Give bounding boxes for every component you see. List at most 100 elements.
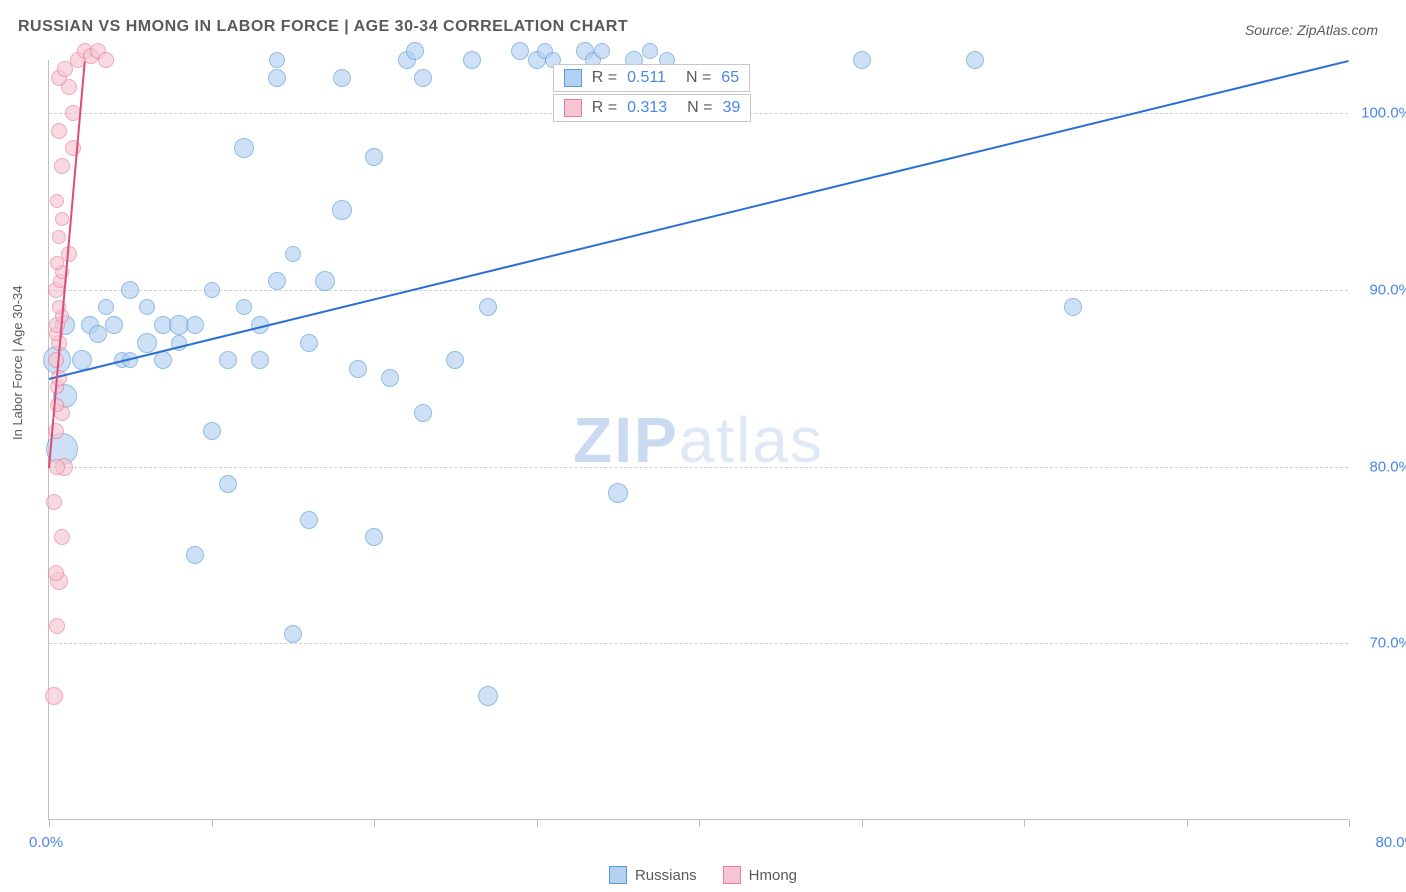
- data-point: [50, 194, 64, 208]
- data-point: [54, 158, 70, 174]
- data-point: [234, 138, 254, 158]
- data-point: [966, 51, 984, 69]
- data-point: [54, 529, 70, 545]
- gridline-h: [49, 643, 1348, 644]
- data-point: [511, 42, 529, 60]
- data-point: [219, 351, 237, 369]
- xtick: [862, 819, 863, 827]
- watermark-zip: ZIP: [573, 404, 679, 476]
- data-point: [52, 230, 66, 244]
- data-point: [285, 246, 301, 262]
- data-point: [608, 483, 628, 503]
- xtick: [212, 819, 213, 827]
- data-point: [49, 459, 65, 475]
- statbox-swatch: [564, 99, 582, 117]
- data-point: [300, 334, 318, 352]
- legend-item-hmong: Hmong: [723, 866, 797, 884]
- xtick-label-left: 0.0%: [29, 834, 63, 851]
- data-point: [642, 43, 658, 59]
- stat-r-label: R =: [592, 99, 617, 117]
- legend: Russians Hmong: [609, 866, 797, 884]
- data-point: [853, 51, 871, 69]
- data-point: [186, 316, 204, 334]
- legend-swatch-russians: [609, 866, 627, 884]
- data-point: [478, 686, 498, 706]
- stat-n-value: 65: [721, 69, 739, 87]
- data-point: [65, 140, 81, 156]
- stat-n-label: N =: [687, 99, 712, 117]
- statbox-swatch: [564, 69, 582, 87]
- data-point: [594, 43, 610, 59]
- chart-source: Source: ZipAtlas.com: [1245, 22, 1378, 38]
- y-axis-label: In Labor Force | Age 30-34: [10, 286, 25, 440]
- data-point: [45, 687, 63, 705]
- data-point: [51, 123, 67, 139]
- xtick-label-right: 80.0%: [1375, 834, 1406, 851]
- chart-container: RUSSIAN VS HMONG IN LABOR FORCE | AGE 30…: [0, 0, 1406, 892]
- data-point: [268, 272, 286, 290]
- data-point: [121, 281, 139, 299]
- stat-r-value: 0.511: [627, 69, 666, 87]
- xtick: [1024, 819, 1025, 827]
- gridline-h: [49, 467, 1348, 468]
- xtick: [49, 819, 50, 827]
- data-point: [1064, 298, 1082, 316]
- data-point: [105, 316, 123, 334]
- chart-title: RUSSIAN VS HMONG IN LABOR FORCE | AGE 30…: [18, 18, 628, 36]
- ytick-label: 80.0%: [1369, 458, 1406, 475]
- data-point: [55, 212, 69, 226]
- data-point: [365, 148, 383, 166]
- statbox: R = 0.511 N = 65: [553, 64, 750, 92]
- gridline-h: [49, 290, 1348, 291]
- xtick: [1187, 819, 1188, 827]
- data-point: [219, 475, 237, 493]
- data-point: [365, 528, 383, 546]
- data-point: [268, 69, 286, 87]
- data-point: [49, 618, 65, 634]
- data-point: [332, 200, 352, 220]
- data-point: [333, 69, 351, 87]
- data-point: [381, 369, 399, 387]
- stat-n-value: 39: [722, 99, 740, 117]
- legend-label-russians: Russians: [635, 867, 697, 884]
- ytick-label: 100.0%: [1361, 105, 1406, 122]
- data-point: [46, 494, 62, 510]
- stat-r-value: 0.313: [627, 99, 667, 117]
- data-point: [414, 69, 432, 87]
- data-point: [479, 298, 497, 316]
- statbox: R = 0.313 N = 39: [553, 94, 752, 122]
- data-point: [204, 282, 220, 298]
- data-point: [203, 422, 221, 440]
- stat-n-label: N =: [686, 69, 711, 87]
- ytick-label: 70.0%: [1369, 635, 1406, 652]
- data-point: [414, 404, 432, 422]
- data-point: [137, 333, 157, 353]
- data-point: [139, 299, 155, 315]
- plot-area: ZIPatlas 70.0%80.0%90.0%100.0%0.0%80.0%R…: [48, 60, 1348, 820]
- legend-item-russians: Russians: [609, 866, 697, 884]
- data-point: [48, 565, 64, 581]
- xtick: [699, 819, 700, 827]
- xtick: [537, 819, 538, 827]
- data-point: [446, 351, 464, 369]
- data-point: [315, 271, 335, 291]
- data-point: [89, 325, 107, 343]
- data-point: [236, 299, 252, 315]
- data-point: [406, 42, 424, 60]
- xtick: [374, 819, 375, 827]
- data-point: [98, 299, 114, 315]
- ytick-label: 90.0%: [1369, 281, 1406, 298]
- data-point: [463, 51, 481, 69]
- legend-label-hmong: Hmong: [749, 867, 797, 884]
- legend-swatch-hmong: [723, 866, 741, 884]
- stat-r-label: R =: [592, 69, 617, 87]
- data-point: [154, 351, 172, 369]
- data-point: [186, 546, 204, 564]
- data-point: [48, 352, 64, 368]
- data-point: [98, 52, 114, 68]
- data-point: [284, 625, 302, 643]
- data-point: [269, 52, 285, 68]
- watermark-atlas: atlas: [679, 404, 824, 476]
- xtick: [1349, 819, 1350, 827]
- watermark: ZIPatlas: [573, 403, 824, 477]
